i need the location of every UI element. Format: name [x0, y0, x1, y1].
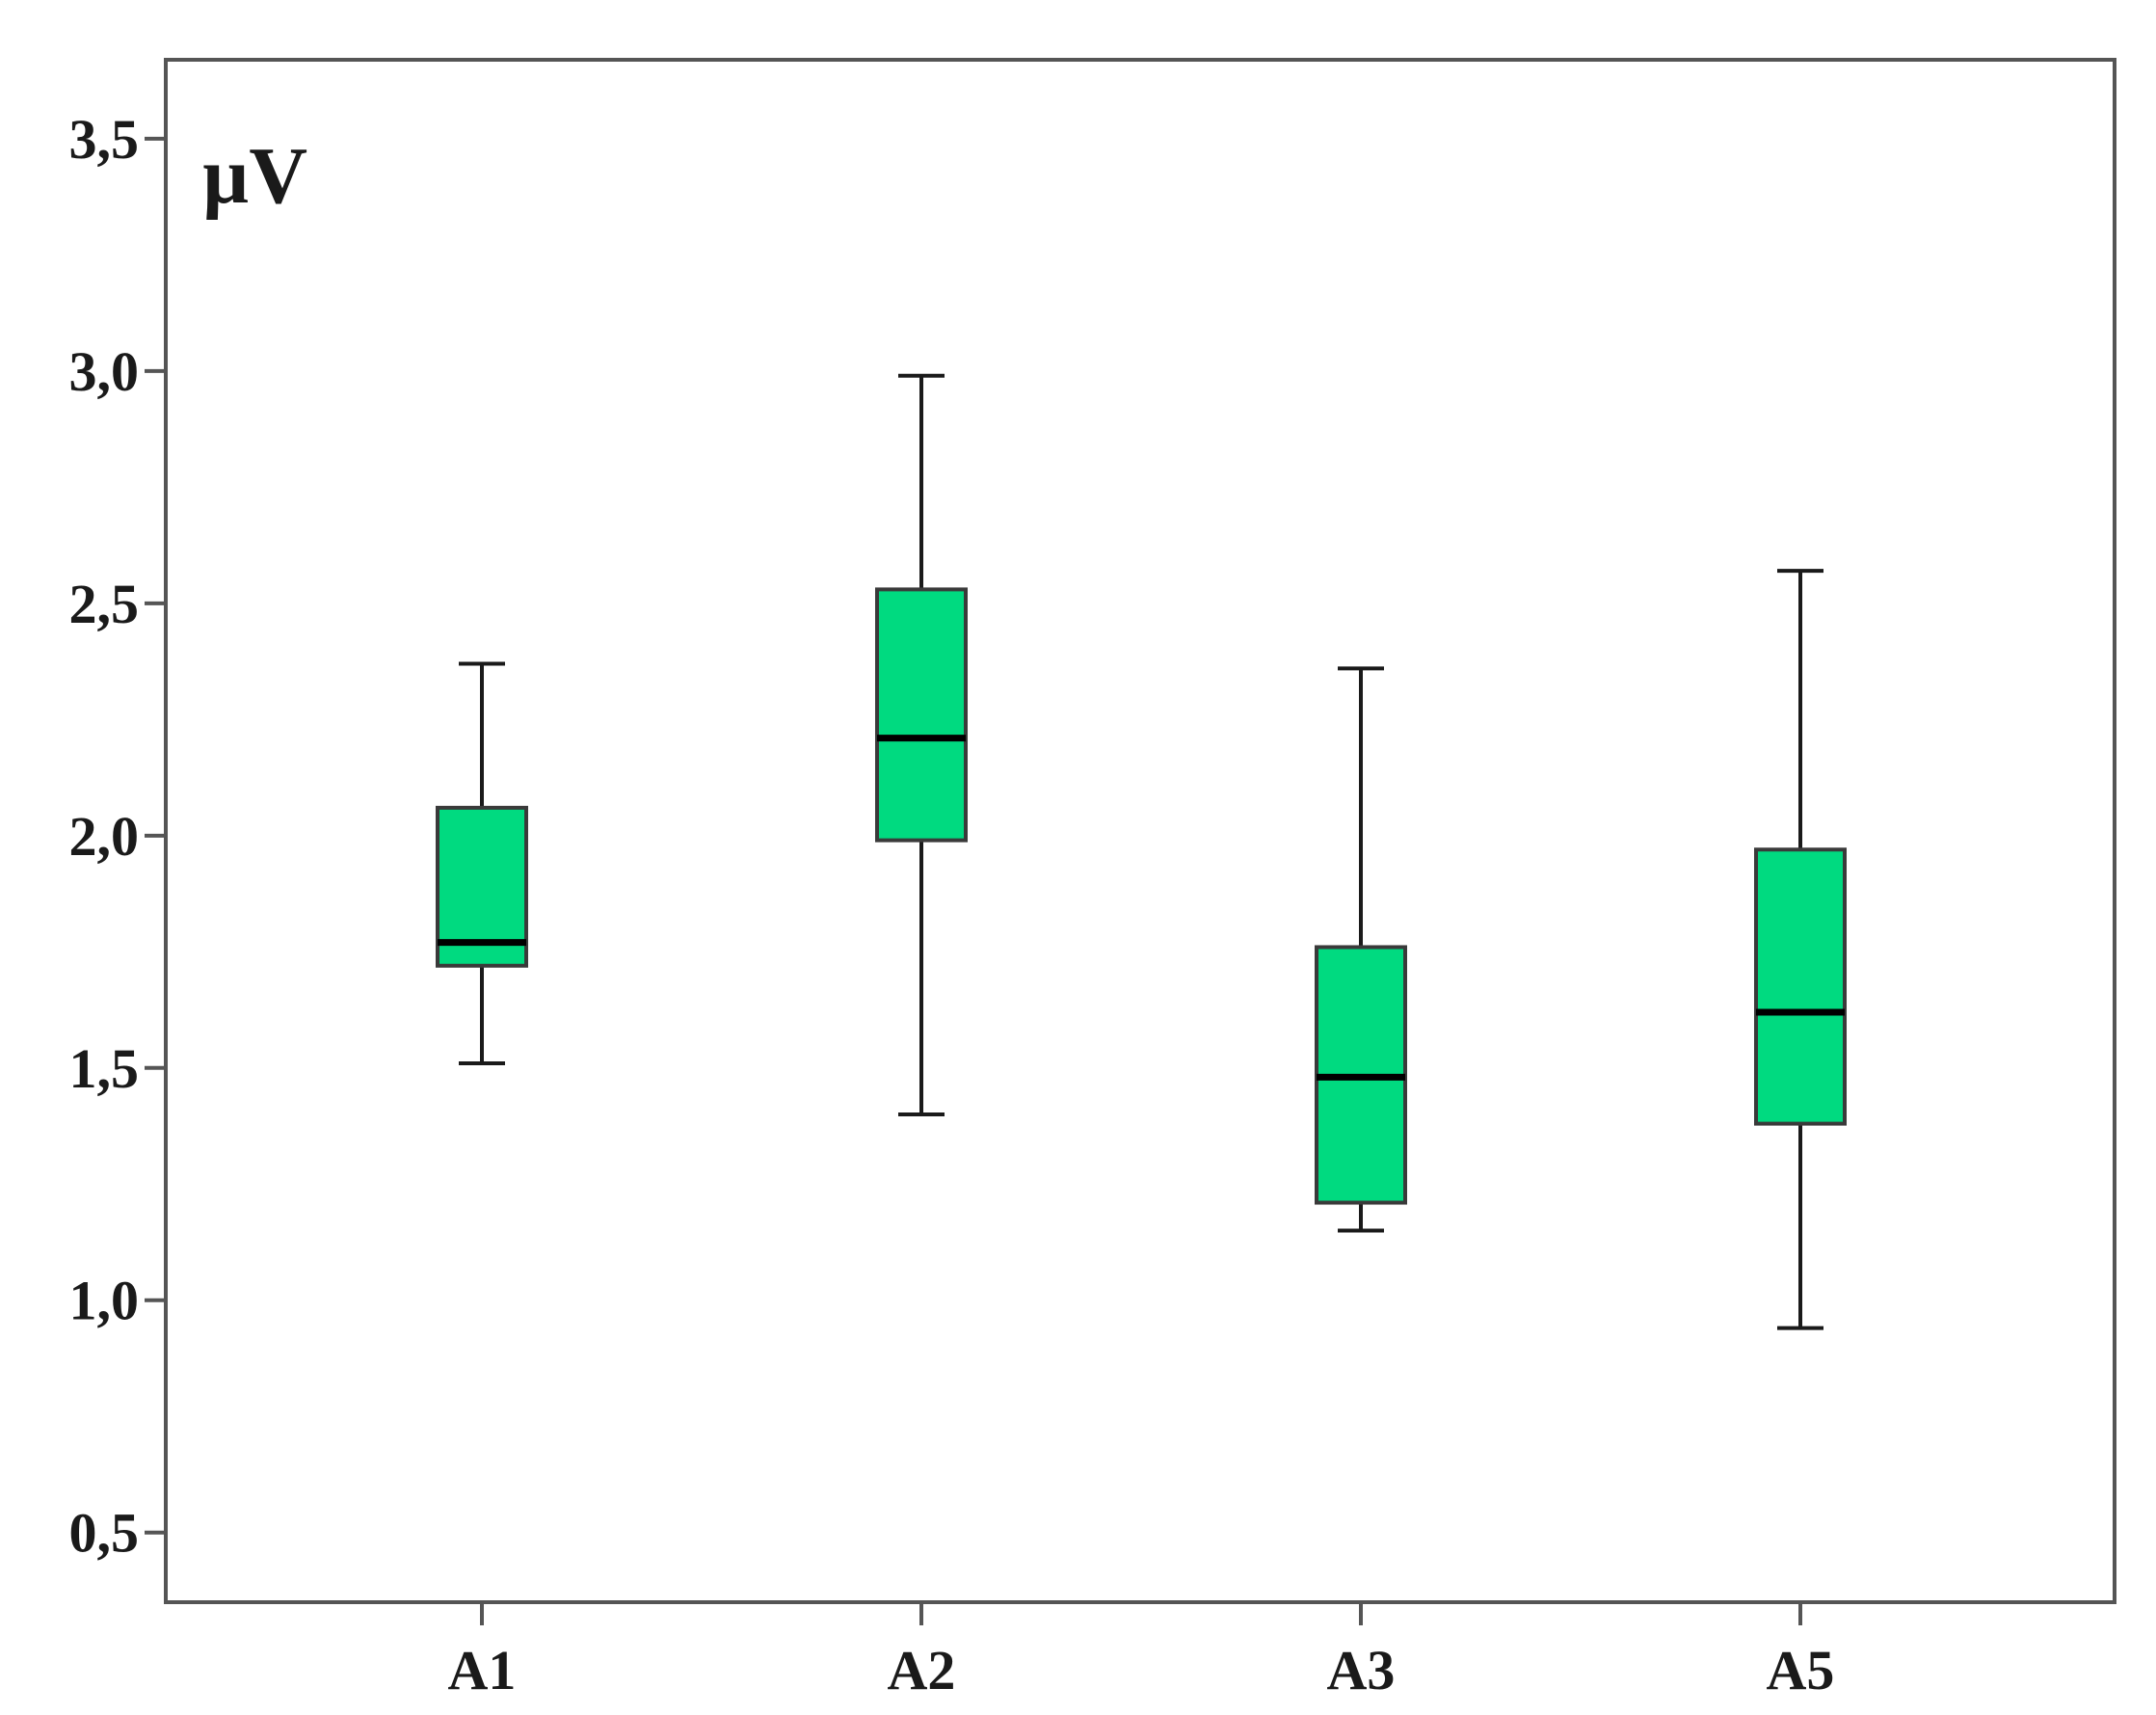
x-tick-label: A5	[1767, 1639, 1835, 1702]
box-iqr	[1754, 847, 1847, 1126]
box-a1	[436, 661, 528, 1065]
y-tick-label: 2,5	[69, 573, 140, 635]
box-a3	[1315, 666, 1407, 1233]
y-tick-label: 3,5	[69, 108, 140, 171]
y-tick-label: 2,0	[69, 805, 140, 868]
x-axis: A1 A2 A3 A5	[448, 1602, 1835, 1702]
y-tick-label: 0,5	[69, 1502, 140, 1565]
x-tick-label: A3	[1327, 1639, 1396, 1702]
x-tick-label: A1	[448, 1639, 517, 1702]
box-series	[436, 373, 1847, 1330]
box-a5	[1754, 569, 1847, 1330]
box-iqr	[875, 587, 968, 843]
box-a2	[875, 373, 968, 1116]
y-tick-label: 3,0	[69, 340, 140, 403]
unit-label: µV	[202, 131, 307, 221]
y-tick-label: 1,0	[69, 1270, 140, 1332]
y-tick-label: 1,5	[69, 1037, 140, 1100]
x-tick-label: A2	[888, 1639, 956, 1702]
y-axis: 0,5 1,0 1,5 2,0 2,5 3,0 3,5	[69, 108, 166, 1565]
